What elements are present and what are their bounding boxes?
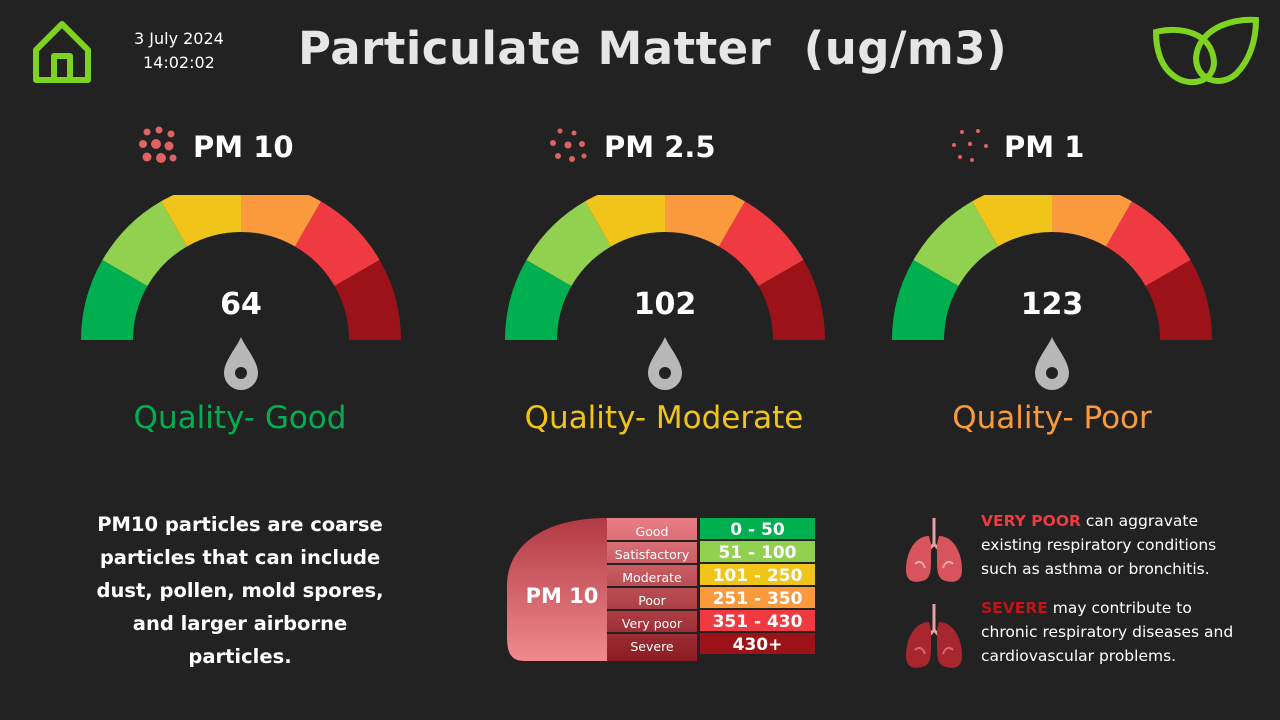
pm25-value: 102 (633, 287, 697, 322)
pm10-header: PM 10 (137, 125, 294, 169)
pm25-header: PM 2.5 (548, 125, 716, 169)
lungs-icon (906, 604, 962, 668)
leaf-logo-icon (1150, 14, 1262, 88)
table-value-cells (700, 518, 815, 654)
gauge-needle-icon (224, 337, 258, 390)
particles-small-icon (952, 129, 988, 162)
pm1-header: PM 1 (948, 125, 1084, 169)
range-category: Satisfactory (614, 547, 690, 562)
particles-medium-icon (550, 128, 587, 162)
gauge-arc (81, 195, 401, 340)
current-date: 3 July 2024 (134, 29, 224, 48)
gauge-segment (295, 201, 380, 286)
range-table-label: PM 10 (525, 584, 599, 608)
pm25-quality: Quality- Moderate (524, 400, 804, 436)
range-value: 351 - 430 (712, 612, 803, 632)
gauge-arc (892, 195, 1212, 340)
gauge-segment (665, 195, 745, 247)
lungs-icon (906, 518, 962, 582)
particles-large-icon (139, 126, 177, 163)
gauge-segment (719, 201, 804, 286)
range-value: 251 - 350 (712, 589, 803, 609)
table-row-dividers (607, 540, 697, 634)
gauge-segment (161, 195, 241, 247)
warning-text: may contribute to chronic respiratory di… (981, 599, 1234, 665)
pm10-label: PM 10 (193, 130, 294, 164)
range-category: Moderate (622, 570, 682, 585)
home-icon (33, 21, 91, 83)
gauge-segment (334, 260, 401, 340)
pm10-gauge (81, 195, 401, 390)
range-value-cell (700, 518, 815, 539)
range-category: Poor (638, 593, 666, 608)
gauge-segment (972, 195, 1052, 247)
range-value: 101 - 250 (712, 566, 803, 586)
range-category: Severe (630, 639, 674, 654)
range-category: Very poor (621, 616, 683, 631)
range-value-cell (700, 633, 815, 654)
range-value: 51 - 100 (718, 543, 797, 563)
current-time: 14:02:02 (143, 53, 215, 72)
gauge-segment (505, 260, 572, 340)
pm1-value: 123 (1020, 287, 1084, 322)
range-table-graphic (507, 518, 815, 661)
warning-keyword: VERY POOR (981, 512, 1081, 530)
gauge-needle-icon (648, 337, 682, 390)
warning-text: can aggravate existing respiratory condi… (981, 512, 1217, 578)
pm10-quality: Quality- Good (133, 400, 347, 436)
pm10-value: 64 (220, 287, 262, 322)
pm1-quality: Quality- Poor (952, 400, 1152, 436)
gauge-needle-icon (1035, 337, 1069, 390)
very-poor-warning: VERY POOR can aggravate existing respira… (981, 509, 1251, 581)
gauge-segment (1106, 201, 1191, 286)
range-value: 430+ (732, 635, 783, 655)
pm10-description: PM10 particles are coarse particles that… (96, 513, 384, 668)
gauge-segment (81, 260, 148, 340)
gauge-segment (241, 195, 321, 247)
gauge-segment (1145, 260, 1212, 340)
gauge-segment (1052, 195, 1132, 247)
range-category: Good (635, 524, 669, 539)
range-value-cell (700, 610, 815, 631)
range-value: 0 - 50 (730, 520, 785, 540)
gauge-segment (585, 195, 665, 247)
gauge-segment (102, 201, 187, 286)
pm25-gauge (505, 195, 825, 390)
pm25-label: PM 2.5 (604, 130, 716, 164)
home-button[interactable] (30, 18, 94, 86)
pm1-label: PM 1 (1004, 130, 1085, 164)
gauge-segment (758, 260, 825, 340)
gauge-segment (526, 201, 611, 286)
gauge-arc (505, 195, 825, 340)
gauge-segment (913, 201, 998, 286)
warning-keyword: SEVERE (981, 599, 1048, 617)
gauge-segment (892, 260, 959, 340)
range-value-cell (700, 587, 815, 608)
page-title: Particulate Matter (ug/m3) (298, 22, 1008, 75)
range-value-cell (700, 564, 815, 585)
range-value-cell (700, 541, 815, 562)
severe-warning: SEVERE may contribute to chronic respira… (981, 596, 1251, 668)
pm1-gauge (892, 195, 1212, 390)
